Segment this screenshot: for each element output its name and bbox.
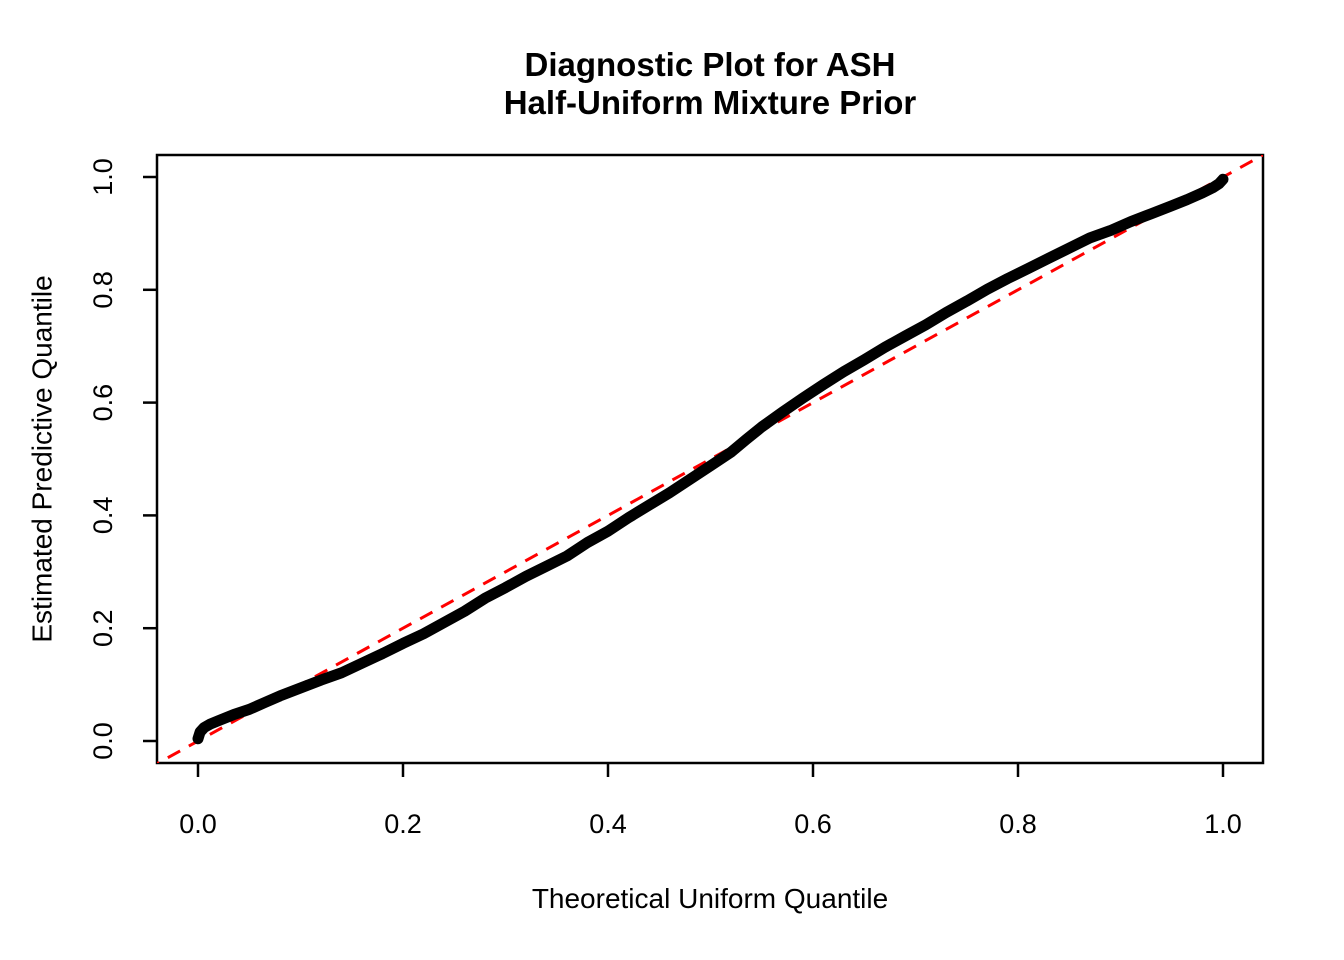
- y-tick-label: 0.4: [88, 497, 118, 535]
- x-tick-label: 1.0: [1204, 809, 1242, 839]
- x-tick-label: 0.6: [794, 809, 832, 839]
- x-tick-label: 0.8: [999, 809, 1037, 839]
- y-tick-label: 0.0: [88, 722, 118, 760]
- y-axis-title: Estimated Predictive Quantile: [27, 275, 58, 642]
- y-tick-label: 0.2: [88, 609, 118, 647]
- reference-diagonal-line: [157, 155, 1263, 763]
- x-tick-label: 0.4: [589, 809, 627, 839]
- plot-box-border: [155, 153, 1265, 765]
- chart-title-line1: Diagnostic Plot for ASH: [525, 46, 896, 83]
- qq-curve: [192, 173, 1229, 745]
- y-tick-label: 0.8: [88, 271, 118, 309]
- chart-title-line2: Half-Uniform Mixture Prior: [504, 84, 917, 121]
- plot-data-layer: [157, 155, 1263, 763]
- x-axis-title: Theoretical Uniform Quantile: [532, 883, 888, 914]
- x-tick-label: 0.0: [179, 809, 217, 839]
- y-tick-label: 1.0: [88, 158, 118, 196]
- x-tick-label: 0.2: [384, 809, 422, 839]
- y-tick-label: 0.6: [88, 384, 118, 422]
- x-axis-ticks: 0.0 0.2 0.4 0.6 0.8 1.0: [179, 763, 1242, 839]
- y-axis-ticks: 0.0 0.2 0.4 0.6 0.8 1.0: [88, 158, 157, 760]
